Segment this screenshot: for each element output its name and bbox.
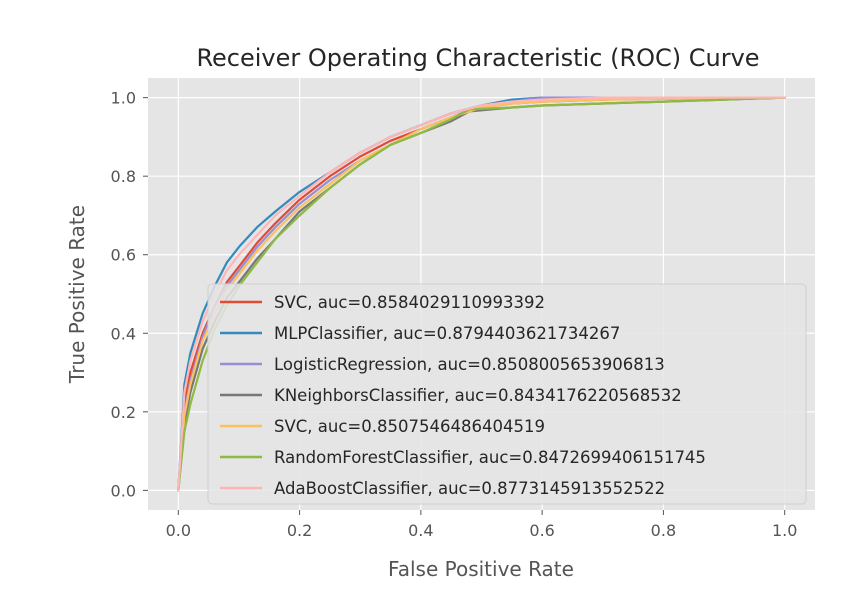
legend-label: MLPClassifier, auc=0.8794403621734267 [274,324,620,343]
legend-label: LogisticRegression, auc=0.85080056539068… [274,355,665,374]
x-tick-label: 0.2 [287,521,312,540]
x-axis-label: False Positive Rate [388,557,574,581]
y-tick-label: 0.6 [111,246,136,265]
x-tick-label: 0.8 [651,521,676,540]
chart-title: Receiver Operating Characteristic (ROC) … [196,44,759,72]
legend-label: SVC, auc=0.8507546486404519 [274,417,545,436]
legend: SVC, auc=0.8584029110993392 MLPClassifier… [207,283,807,505]
x-tick-label: 0.6 [529,521,554,540]
y-tick-label: 0.2 [111,403,136,422]
x-tick-label: 1.0 [772,521,797,540]
x-tick-label: 0.4 [408,521,433,540]
y-tick-label: 0.4 [111,324,136,343]
y-tick-label: 1.0 [111,89,136,108]
y-axis-label: True Positive Rate [65,205,89,384]
y-tick-label: 0.8 [111,167,136,186]
legend-label: RandomForestClassifier, auc=0.8472699406… [274,448,706,467]
legend-label: KNeighborsClassifier, auc=0.843417622056… [274,386,682,405]
axis-ticks: 0.0 0.2 0.4 0.6 0.8 1.0 0.0 0.2 0.4 0.6 0.8 1.0 [111,89,798,540]
y-tick-label: 0.0 [111,481,136,500]
legend-label: SVC, auc=0.8584029110993392 [274,293,545,312]
x-tick-label: 0.0 [166,521,191,540]
legend-label: AdaBoostClassifier, auc=0.87731459135525… [274,479,665,498]
legend-box [207,283,807,505]
